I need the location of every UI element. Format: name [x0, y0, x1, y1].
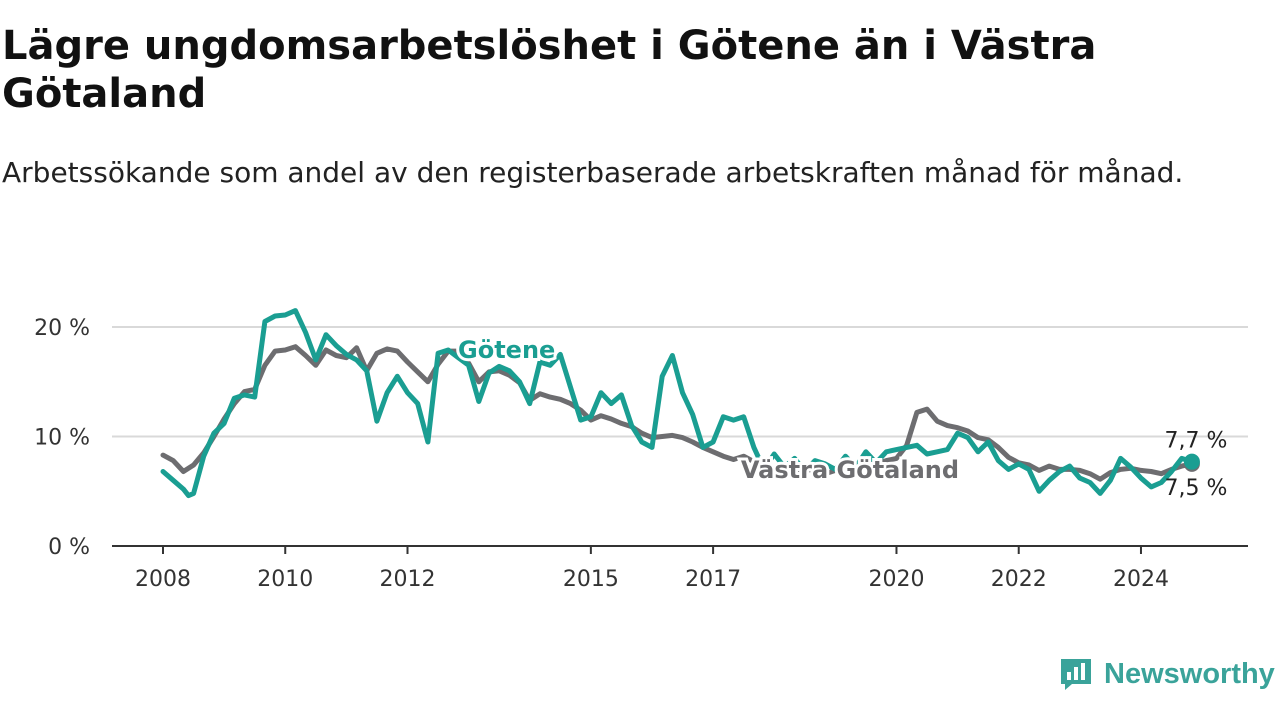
series-end-point [1183, 453, 1200, 470]
chart-title: Lägre ungdomsarbetslöshet i Götene än i … [2, 23, 1097, 117]
x-axis: 2008 2010 2012 2015 2017 2020 2022 2024 [112, 545, 1248, 592]
series-lines [160, 308, 1200, 499]
series-end-label: 7,5 % [1165, 476, 1228, 501]
series-name-label: Götene [458, 336, 555, 364]
y-tick-label: 10 % [34, 426, 90, 451]
chart-subtitle: Arbetssökande som andel av den registerb… [2, 156, 1184, 189]
x-tick-label: 2024 [1113, 567, 1169, 592]
series-labels: 7,5 % 7,7 % Götene Västra Götaland [455, 333, 1228, 501]
x-tick-label: 2008 [135, 567, 191, 592]
y-axis-ticks: 0 % 10 % 20 % [34, 316, 90, 560]
newsworthy-logo-icon [1061, 659, 1091, 690]
x-tick-label: 2020 [868, 567, 924, 592]
series-line-gotene [160, 308, 1195, 499]
x-tick-label: 2012 [379, 567, 435, 592]
series-end-label: 7,7 % [1165, 429, 1228, 454]
series-name-label: Västra Götaland [741, 456, 959, 484]
x-tick-label: 2010 [257, 567, 313, 592]
y-tick-label: 0 % [48, 535, 90, 560]
brand-name: Newsworthy [1104, 657, 1275, 690]
y-tick-label: 20 % [34, 316, 90, 341]
newsworthy-brand: Newsworthy [1058, 654, 1275, 694]
x-tick-label: 2015 [563, 567, 619, 592]
x-tick-label: 2022 [991, 567, 1047, 592]
x-tick-label: 2017 [685, 567, 741, 592]
